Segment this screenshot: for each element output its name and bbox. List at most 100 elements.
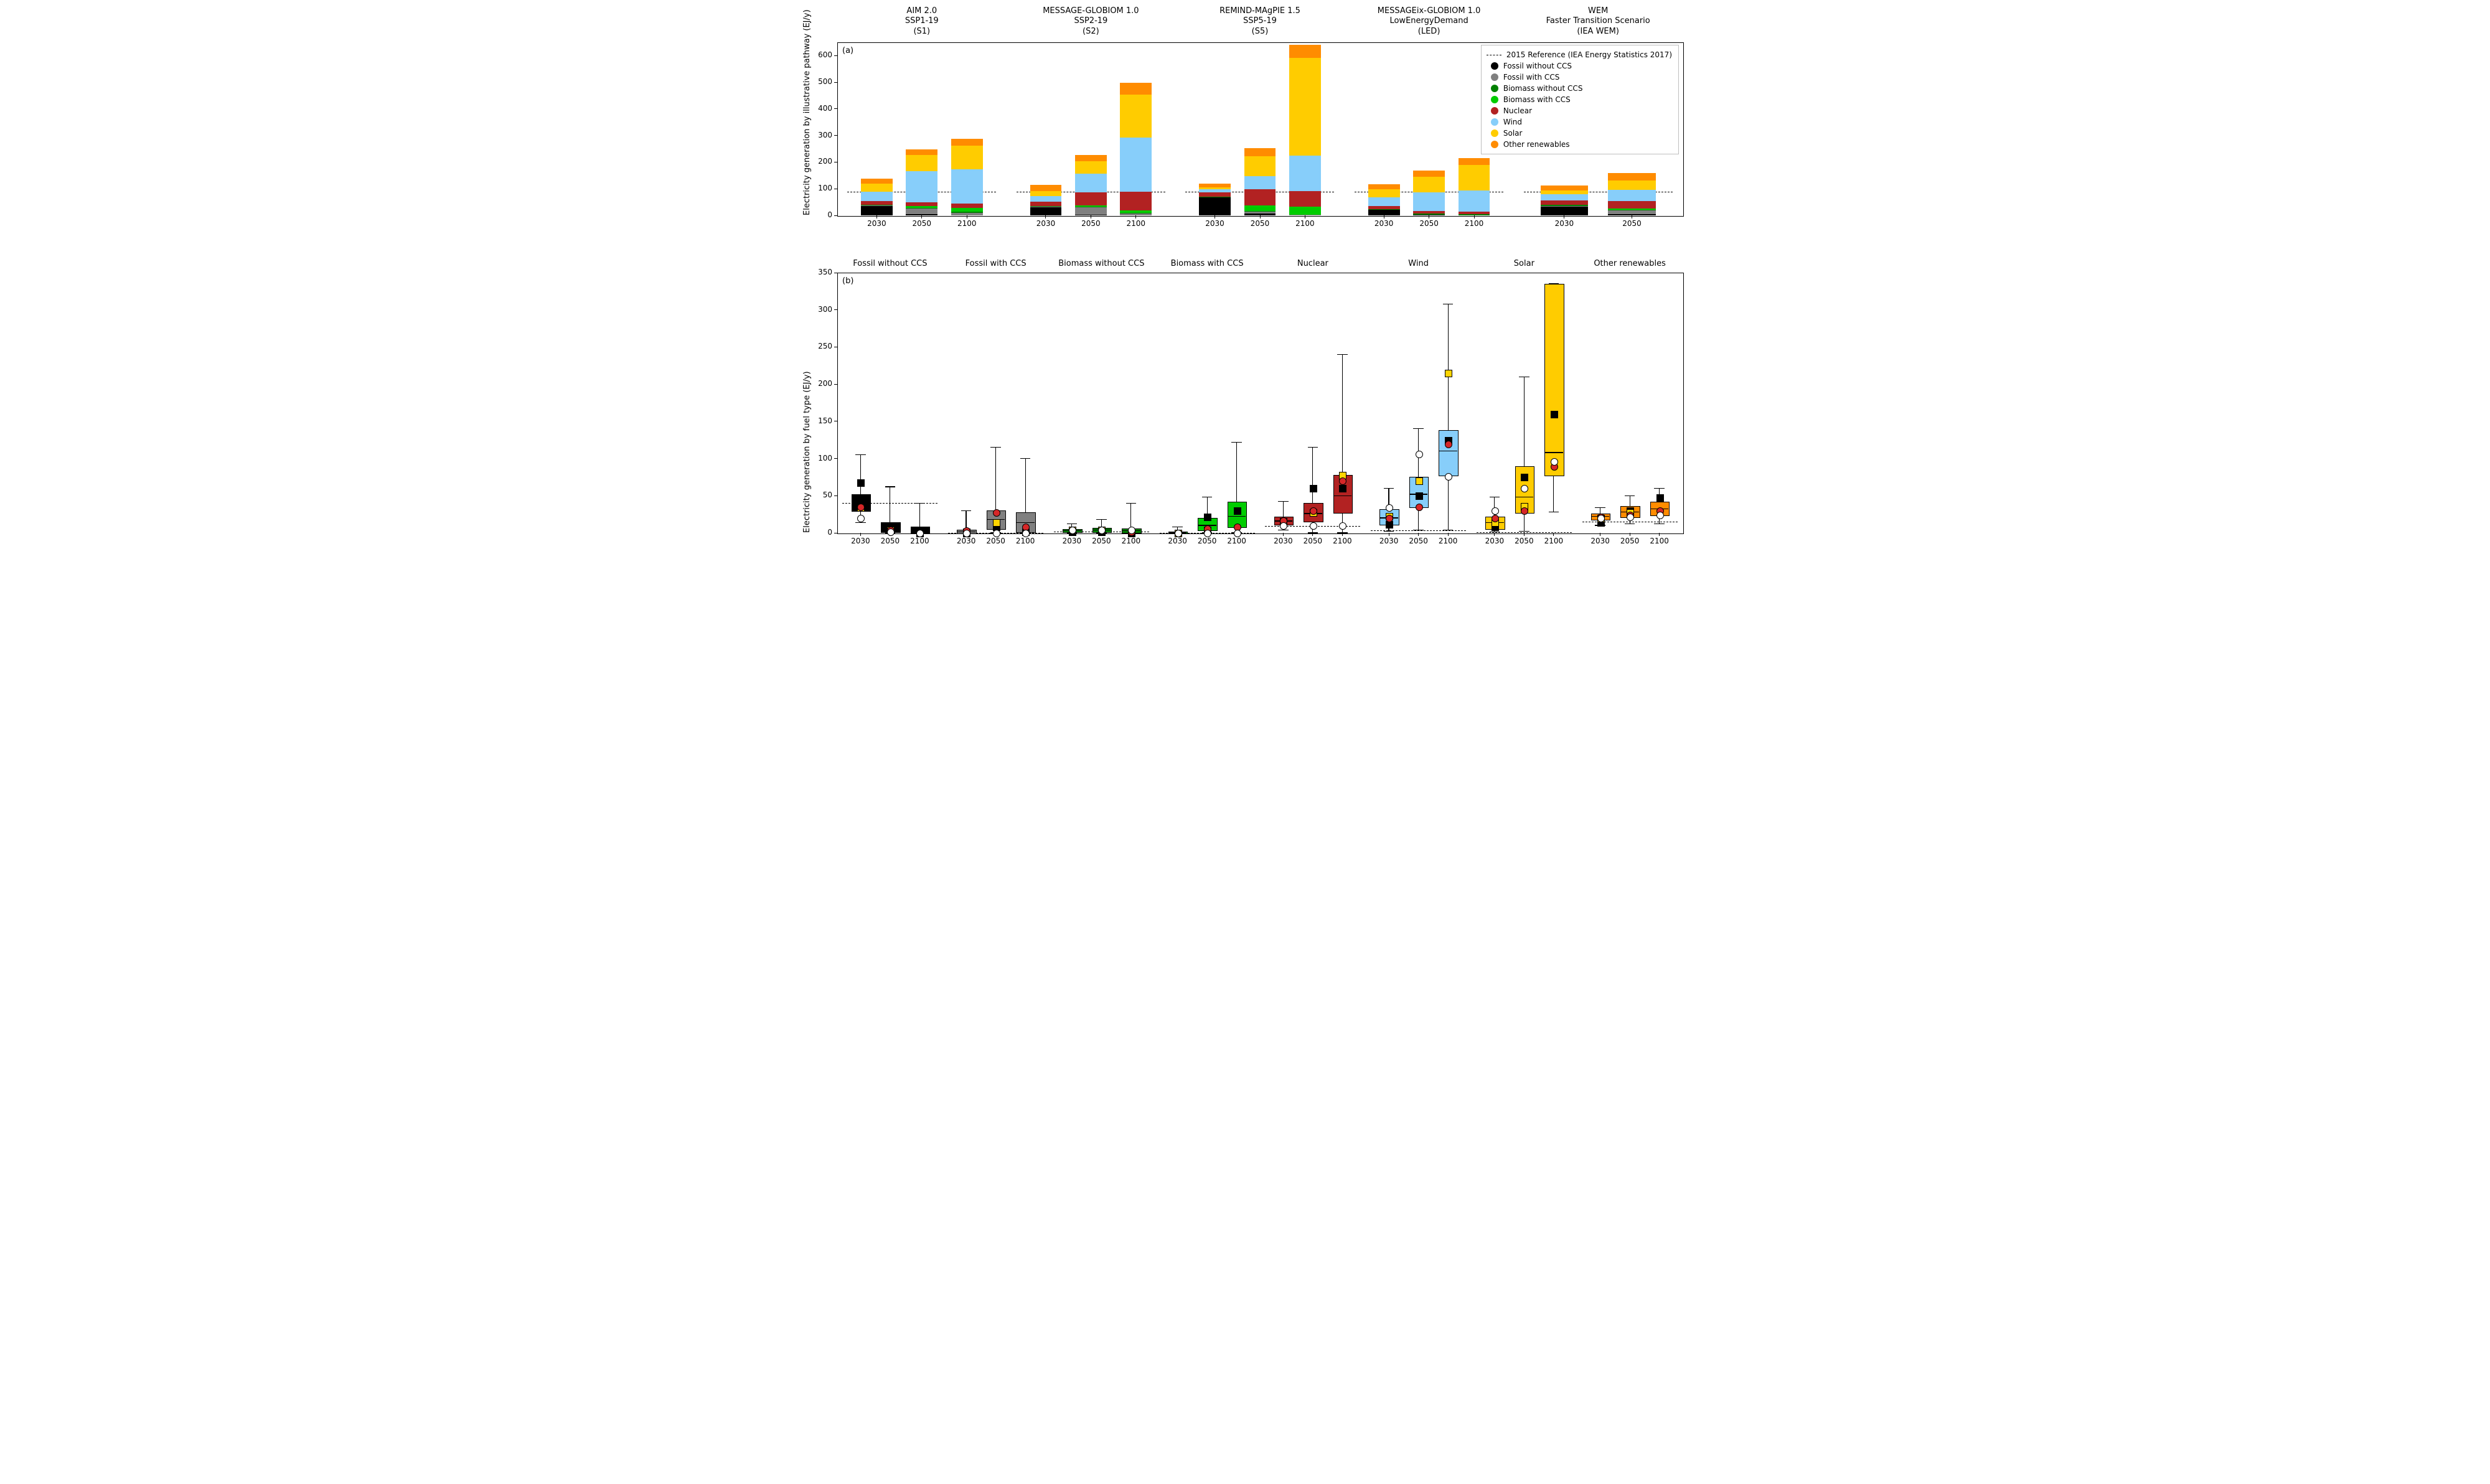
bar-segment xyxy=(1413,192,1445,211)
bar-segment xyxy=(1030,191,1062,197)
bar-segment xyxy=(1244,214,1276,215)
panel-b-xtick: 2100 xyxy=(1648,537,1671,545)
scenario-marker xyxy=(1521,474,1528,481)
bar-segment xyxy=(1244,156,1276,176)
bar-segment xyxy=(1459,158,1490,164)
bar-segment xyxy=(1368,209,1400,210)
bar-segment xyxy=(1368,206,1400,209)
panel-b-heading: Nuclear xyxy=(1260,259,1366,269)
panel-b-ytick: 200 xyxy=(807,379,832,388)
scenario-marker xyxy=(1234,530,1241,537)
panel-b-ylabel: Electricity generation by fuel type (EJ/… xyxy=(802,371,812,533)
panel-a-xtick: 2050 xyxy=(1249,219,1271,228)
bar-segment xyxy=(1075,192,1107,205)
panel-b-xtick: 2030 xyxy=(1061,537,1083,545)
legend-item: Solar xyxy=(1487,128,1672,139)
panel-a-ytick: 200 xyxy=(807,157,832,166)
bar-segment xyxy=(906,208,937,209)
panel-b-xtick: 2030 xyxy=(1167,537,1189,545)
scenario-marker xyxy=(1339,485,1346,492)
bar-segment xyxy=(1541,190,1588,194)
bar-segment xyxy=(1608,181,1655,190)
solar-swatch xyxy=(1491,129,1498,137)
panel-b-ytick: 0 xyxy=(807,528,832,537)
bar-segment xyxy=(1413,214,1445,215)
bar-segment xyxy=(1199,189,1231,192)
bar-segment xyxy=(1541,200,1588,205)
scenario-marker xyxy=(1492,507,1499,515)
bar-segment xyxy=(1289,207,1321,215)
panel-b-xtick: 2050 xyxy=(985,537,1007,545)
legend: 2015 Reference (IEA Energy Statistics 20… xyxy=(1481,45,1679,154)
panel-b-xtick: 2030 xyxy=(1589,537,1612,545)
bar-segment xyxy=(861,206,893,215)
scenario-marker xyxy=(1204,514,1211,521)
bar-segment xyxy=(1368,189,1400,197)
scenario-marker xyxy=(993,509,1000,517)
bar-segment xyxy=(906,149,937,155)
bar-segment xyxy=(861,192,893,201)
bar-segment xyxy=(1608,209,1655,210)
scenario-marker xyxy=(1310,522,1317,530)
bar-segment xyxy=(1075,205,1107,207)
panel-a-xtick: 2030 xyxy=(1553,219,1576,228)
panel-a-heading: WEM Faster Transition Scenario (IEA WEM) xyxy=(1513,6,1683,37)
bar-segment xyxy=(906,171,937,202)
panel-b-xtick: 2030 xyxy=(1378,537,1400,545)
panel-b-xtick: 2100 xyxy=(1437,537,1459,545)
scenario-marker xyxy=(1551,411,1558,418)
scenario-marker xyxy=(1234,507,1241,515)
bar-segment xyxy=(951,146,983,169)
panel-b-ytick: 150 xyxy=(807,416,832,425)
bar-segment xyxy=(1075,207,1107,215)
bar-segment xyxy=(1541,206,1588,207)
fossil_no_ccs-swatch xyxy=(1491,62,1498,70)
legend-label: Other renewables xyxy=(1503,140,1570,149)
bar-segment xyxy=(861,179,893,184)
panel-b-heading: Wind xyxy=(1366,259,1472,269)
bar-segment xyxy=(951,204,983,208)
bar-segment xyxy=(1120,95,1152,137)
bar-segment xyxy=(1199,197,1231,215)
panel-b-xtick: 2050 xyxy=(879,537,901,545)
panel-b-xtick: 2050 xyxy=(1407,537,1430,545)
panel-b-ytick: 350 xyxy=(807,268,832,276)
panel-a-tag: (a) xyxy=(842,46,853,55)
panel-b-heading: Fossil without CCS xyxy=(837,259,943,269)
bar-segment xyxy=(1289,45,1321,58)
bar-segment xyxy=(1413,177,1445,193)
scenario-marker xyxy=(1597,515,1605,522)
bar-segment xyxy=(1541,186,1588,191)
median xyxy=(1333,495,1351,496)
bar-segment xyxy=(1075,161,1107,174)
bar-segment xyxy=(1244,148,1276,156)
bar-segment xyxy=(1608,210,1655,211)
bar-segment xyxy=(1120,192,1152,210)
panel-b-xtick: 2100 xyxy=(1120,537,1142,545)
bar-segment xyxy=(1075,174,1107,192)
bar-segment xyxy=(1244,189,1276,205)
scenario-marker xyxy=(1416,451,1423,458)
panel-b-xtick: 2030 xyxy=(955,537,977,545)
bar-segment xyxy=(1459,212,1490,214)
panel-b-xtick: 2100 xyxy=(1543,537,1565,545)
bar-segment xyxy=(861,201,893,205)
legend-ref: 2015 Reference (IEA Energy Statistics 20… xyxy=(1487,49,1672,60)
panel-b-ytick: 250 xyxy=(807,342,832,350)
panel-a-xtick: 2030 xyxy=(1035,219,1057,228)
panel-b-tag: (b) xyxy=(842,276,853,286)
bar-segment xyxy=(951,169,983,204)
legend-item: Biomass without CCS xyxy=(1487,83,1672,94)
bar-segment xyxy=(1199,187,1231,189)
biomass_no_ccs-swatch xyxy=(1491,85,1498,92)
scenario-marker xyxy=(1445,370,1452,377)
scenario-marker xyxy=(993,519,1000,527)
legend-label: Fossil with CCS xyxy=(1503,73,1559,82)
bar-segment xyxy=(1120,138,1152,192)
bar-segment xyxy=(1459,165,1490,190)
legend-item: Other renewables xyxy=(1487,139,1672,150)
legend-item: Nuclear xyxy=(1487,105,1672,116)
bar-segment xyxy=(1289,156,1321,190)
bar-segment xyxy=(1120,213,1152,214)
bar-segment xyxy=(1608,173,1655,181)
